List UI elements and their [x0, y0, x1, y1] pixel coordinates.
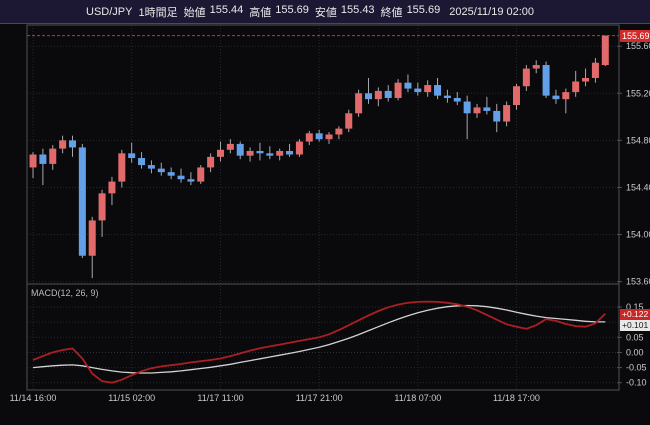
candle-body — [345, 113, 353, 129]
candle-body — [512, 86, 520, 106]
candle-body — [187, 179, 195, 182]
open-label: 始値 — [183, 6, 206, 19]
candle-body — [157, 168, 165, 173]
candle-body — [295, 141, 303, 155]
candle-body — [305, 133, 313, 142]
current-price-badge: 155.69 — [620, 30, 650, 42]
candle-body — [503, 105, 511, 122]
candle-body — [29, 154, 37, 168]
candle-body — [256, 150, 264, 154]
macd-axis-label: 0.05 — [626, 332, 644, 342]
candle-body — [315, 133, 323, 140]
time-axis-label: 11/17 21:00 — [296, 393, 343, 403]
low-value: 155.43 — [340, 3, 375, 16]
price-axis-label: 154.80 — [626, 135, 650, 145]
macd-indicator-label: MACD(12, 26, 9) — [31, 288, 99, 298]
candle-body — [374, 90, 382, 100]
candle-body — [542, 65, 550, 96]
candle-body — [414, 88, 422, 93]
candle-body — [276, 150, 284, 156]
candle-body — [443, 95, 451, 98]
candle-body — [286, 150, 294, 155]
price-axis-label: 153.60 — [626, 277, 650, 287]
close-value: 155.69 — [406, 3, 441, 16]
price-panel-border — [26, 24, 620, 285]
signal-line — [32, 304, 606, 374]
candle-body — [88, 220, 96, 256]
high-label: 高値 — [249, 6, 272, 19]
macd-value-badge: +0.122 — [620, 309, 650, 320]
candle-body — [463, 101, 471, 114]
macd-line — [32, 300, 606, 384]
open-value: 155.44 — [209, 3, 244, 16]
candle-body — [207, 156, 215, 168]
candle-body — [591, 62, 599, 78]
candle-body — [147, 165, 155, 169]
candle-body — [552, 95, 560, 100]
time-axis-label: 11/15 02:00 — [108, 393, 155, 403]
datetime-label: 2025/11/19 02:00 — [449, 5, 535, 18]
time-axis-label: 11/18 17:00 — [493, 393, 540, 403]
macd-axis-label: 0.15 — [626, 302, 644, 312]
candle-body — [453, 97, 461, 102]
candle-body — [216, 149, 224, 157]
candle-body — [167, 172, 175, 176]
candle-body — [601, 35, 609, 66]
low-label: 安値 — [314, 6, 337, 19]
time-axis-label: 11/17 11:00 — [197, 393, 243, 403]
macd-axis-label: -0.10 — [626, 378, 647, 388]
candle-body — [404, 82, 412, 89]
title-bar: USD/JPY 1時間足 始値 155.44 高値 155.69 安値 155.… — [0, 0, 650, 24]
candle-body — [236, 143, 244, 156]
candle-body — [78, 147, 86, 256]
price-axis-label: 155.60 — [626, 41, 650, 51]
price-axis-label: 154.00 — [626, 230, 650, 240]
candle-body — [118, 153, 126, 182]
candle-body — [68, 140, 76, 148]
candle-body — [98, 193, 106, 221]
candle-body — [59, 140, 67, 149]
candle-body — [246, 150, 254, 156]
candle-body — [335, 128, 343, 135]
candle-body — [572, 81, 580, 93]
macd-axis-label: -0.05 — [626, 363, 647, 373]
candle-body — [364, 93, 372, 100]
time-axis-label: 11/18 07:00 — [394, 393, 441, 403]
candle-body — [39, 154, 47, 164]
candle-body — [108, 181, 116, 194]
candle-body — [562, 92, 570, 100]
price-axis-label: 154.40 — [626, 182, 650, 192]
signal-value-badge: +0.101 — [620, 320, 650, 331]
symbol-label: USD/JPY — [86, 5, 133, 18]
price-axis-label: 155.20 — [626, 88, 650, 98]
candle-body — [473, 107, 481, 114]
candle-body — [384, 90, 392, 98]
candle-body — [325, 134, 333, 140]
timeframe-label: 1時間足 — [138, 6, 178, 19]
time-axis-label: 11/14 16:00 — [10, 393, 57, 403]
candle-body — [138, 158, 146, 166]
candle-body — [483, 107, 491, 111]
candle-body — [532, 65, 540, 69]
candle-body — [226, 143, 234, 150]
candle-body — [424, 85, 432, 93]
candle-body — [266, 153, 274, 156]
candle-body — [434, 85, 442, 96]
candle-body — [49, 148, 57, 164]
candle-body — [197, 167, 205, 182]
candle-body — [493, 110, 501, 122]
high-value: 155.69 — [275, 3, 309, 16]
candle-body — [177, 175, 185, 180]
candle-body — [128, 153, 136, 159]
candle-body — [522, 68, 530, 87]
candle-body — [394, 82, 402, 98]
close-label: 終値 — [380, 6, 403, 19]
candle-body — [582, 77, 590, 82]
candle-body — [355, 93, 363, 114]
macd-axis-label: 0.00 — [626, 347, 644, 357]
